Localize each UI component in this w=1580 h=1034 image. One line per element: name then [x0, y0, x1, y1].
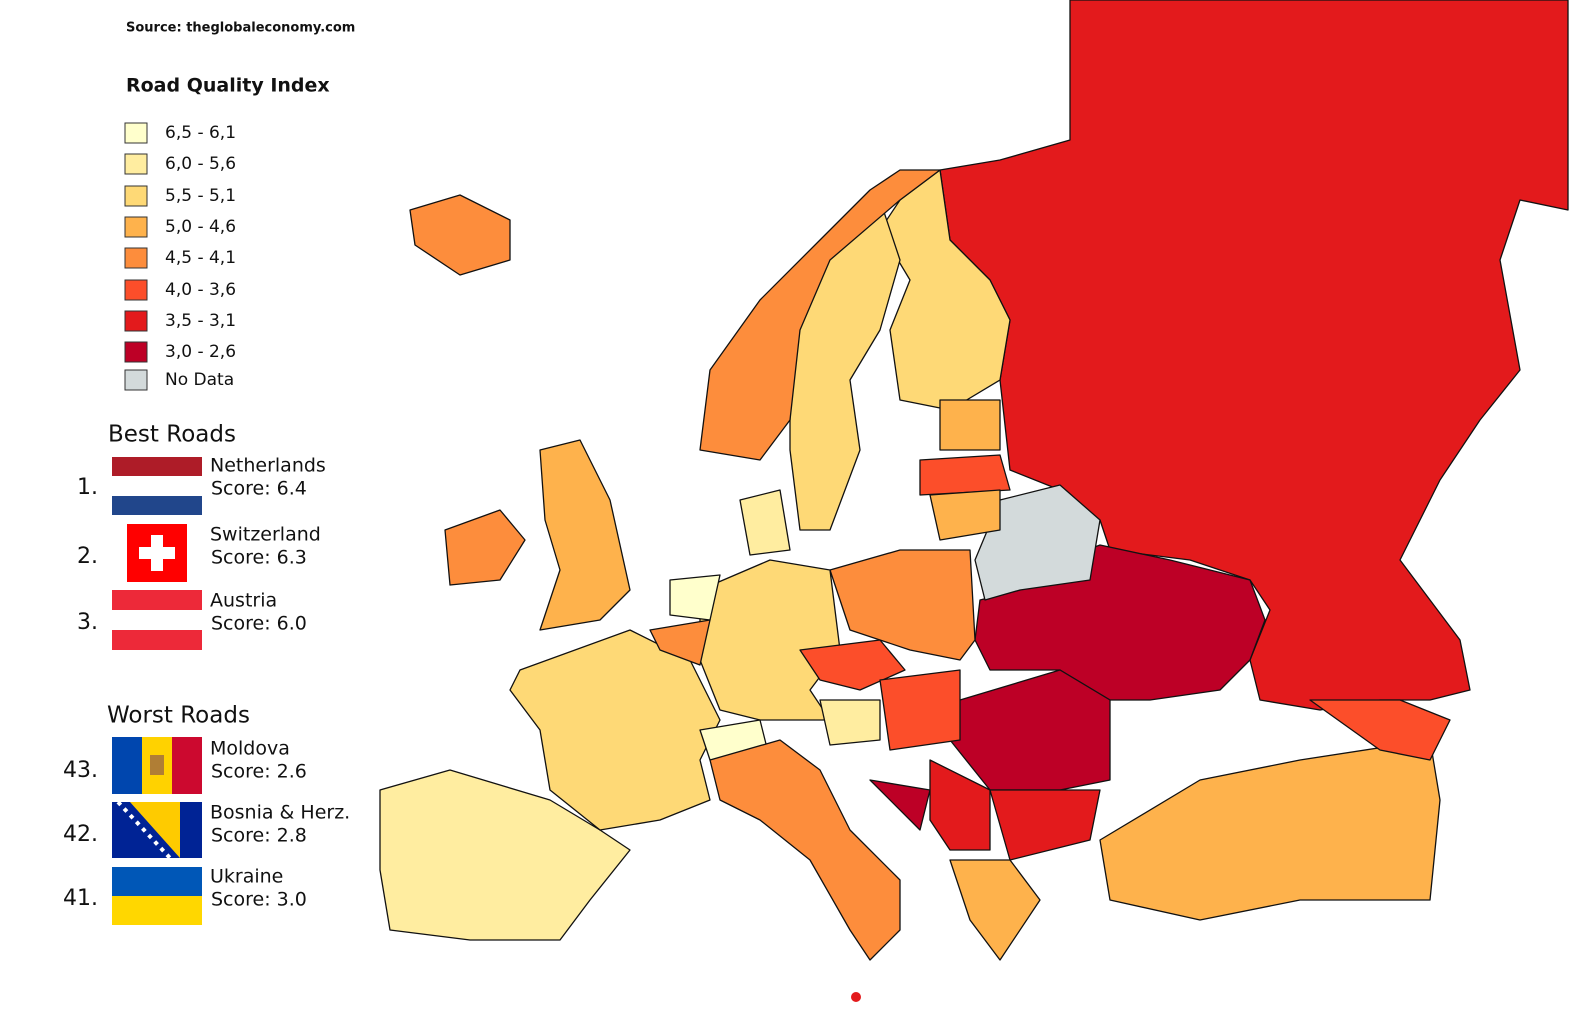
legend-swatch [124, 247, 148, 269]
malta [851, 992, 861, 1002]
flag-bosnia [112, 800, 202, 860]
germany [699, 559, 841, 721]
italy [709, 739, 901, 961]
country-score: Score: 2.6 [211, 761, 307, 783]
rank: 41. [63, 886, 98, 911]
europe-map [379, 0, 1569, 1002]
legend-label: 6,5 - 6,1 [165, 123, 236, 143]
flag-netherlands [112, 457, 202, 515]
belarus [974, 484, 1101, 601]
lithuania [929, 489, 1001, 541]
country-score: Score: 6.3 [211, 547, 307, 569]
legend-label: 5,5 - 5,1 [165, 186, 236, 206]
legend-swatch [124, 341, 148, 363]
bulgaria [989, 789, 1101, 861]
serbia [929, 759, 991, 851]
austria [819, 699, 881, 746]
latvia [919, 454, 1011, 496]
belgium [649, 619, 711, 666]
country-score: Score: 6.0 [211, 613, 307, 635]
sweden [789, 199, 901, 531]
rank: 2. [77, 544, 98, 569]
legend-label: 5,0 - 4,6 [165, 217, 236, 237]
rank: 43. [63, 758, 98, 783]
worst-title: Worst Roads [107, 703, 250, 729]
country-score: Score: 3.0 [211, 889, 307, 911]
legend-label: 4,0 - 3,6 [165, 280, 236, 300]
greece [949, 859, 1041, 961]
norway [699, 169, 941, 461]
flag-moldova [112, 737, 202, 794]
legend-label: No Data [165, 370, 234, 390]
finland [879, 169, 1011, 411]
legend-label: 4,5 - 4,1 [165, 248, 236, 268]
legend-label: 3,5 - 3,1 [165, 311, 236, 331]
estonia [939, 399, 1001, 451]
legend-label: 3,0 - 2,6 [165, 342, 236, 362]
uk [539, 439, 631, 631]
denmark [739, 489, 791, 556]
legend-swatch [124, 310, 148, 332]
flag-austria [112, 590, 202, 650]
country-score: Score: 6.4 [211, 478, 307, 500]
legend-swatch [124, 279, 148, 301]
turkey [1099, 739, 1441, 921]
ireland [444, 509, 526, 586]
legend-label: 6,0 - 5,6 [165, 154, 236, 174]
legend: 6,5 - 6,1 6,0 - 5,6 5,5 - 5,1 5,0 - 4,6 4,5 … [124, 122, 236, 391]
caucasus [1309, 699, 1451, 761]
bosnia [869, 779, 931, 831]
rank: 42. [63, 822, 98, 847]
country-name: Austria [210, 590, 277, 612]
legend-swatch [124, 185, 148, 207]
country-name: Netherlands [210, 455, 326, 477]
legend-swatch [124, 369, 148, 391]
country-name: Moldova [210, 738, 290, 760]
legend-title: Road Quality Index [126, 75, 330, 97]
source: Source: theglobaleconomy.com [126, 21, 355, 36]
legend-swatch [124, 122, 148, 144]
country-name: Switzerland [210, 524, 321, 546]
country-score: Score: 2.8 [211, 825, 307, 847]
flag-switzerland [127, 524, 187, 582]
rank: 3. [77, 610, 98, 635]
flag-ukraine [112, 867, 202, 925]
romania-moldova [949, 669, 1111, 791]
iceland [409, 194, 511, 276]
rank: 1. [77, 475, 98, 500]
country-name: Ukraine [210, 866, 283, 888]
hungary [879, 669, 961, 751]
spain-portugal [379, 769, 631, 941]
legend-swatch [124, 153, 148, 175]
poland [829, 549, 976, 661]
legend-swatch [124, 216, 148, 238]
country-name: Bosnia & Herz. [210, 802, 350, 824]
best-title: Best Roads [108, 422, 236, 448]
